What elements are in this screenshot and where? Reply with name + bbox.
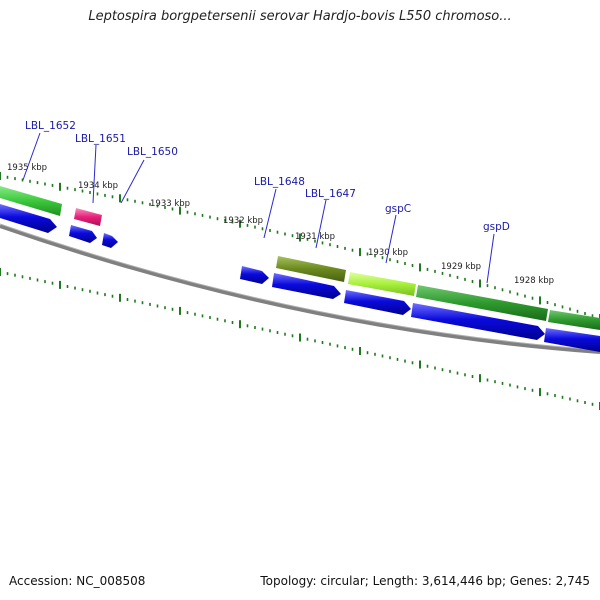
cds-track [0, 204, 600, 352]
cds-arrow [0, 204, 57, 233]
gene-label-gspc: gspC [385, 203, 411, 215]
gene-label-lbl-1648: LBL_1648 [254, 176, 305, 188]
track-block-lbl-1652 [0, 186, 62, 216]
leader-line [92, 144, 97, 204]
cds-arrow [69, 225, 97, 243]
leader-line [486, 233, 495, 284]
track-block-lbl-1651 [74, 208, 102, 226]
topology-text: Topology: circular; Length: 3,614,446 bp… [260, 574, 590, 588]
track-block-gspd-b [548, 310, 600, 330]
inner-tick-ring [0, 268, 600, 410]
gene-label-lbl-1650: LBL_1650 [127, 146, 178, 158]
kbp-label: 1932 kbp [223, 216, 263, 226]
kbp-label: 1928 kbp [514, 276, 554, 286]
cds-arrow [272, 273, 341, 299]
kbp-label: 1931 kbp [295, 232, 335, 242]
outer-tick-ring [0, 172, 600, 322]
gene-class-track [0, 186, 600, 330]
track-block-gspd-a [416, 285, 548, 321]
gene-label-gspd: gspD [483, 221, 510, 233]
cds-arrow [240, 266, 269, 284]
leader-line [315, 199, 327, 249]
leader-line [263, 188, 277, 239]
gene-label-lbl-1651: LBL_1651 [75, 133, 126, 145]
track-block-lbl-1648 [276, 256, 346, 282]
backbone-circle [0, 224, 600, 354]
accession-text: Accession: NC_008508 [9, 574, 146, 588]
backbone-highlight [0, 223, 600, 351]
cds-arrow [411, 303, 545, 340]
leader-line [385, 214, 397, 264]
leader-line [22, 132, 41, 181]
leader-line [120, 159, 145, 204]
page-title: Leptospira borgpetersenii serovar Hardjo… [88, 9, 512, 24]
cds-arrow [544, 328, 600, 352]
kbp-label: 1934 kbp [78, 181, 118, 191]
cds-arrow [102, 233, 118, 248]
track-block-gspc [348, 272, 416, 296]
gene-label-lbl-1652: LBL_1652 [25, 120, 76, 132]
kbp-label: 1933 kbp [150, 199, 190, 209]
gene-label-lbl-1647: LBL_1647 [305, 188, 356, 200]
kbp-label: 1929 kbp [441, 262, 481, 272]
gene-labels: LBL_1652 LBL_1651 LBL_1650 LBL_1648 LBL_… [22, 120, 510, 284]
cds-arrow [344, 290, 411, 315]
